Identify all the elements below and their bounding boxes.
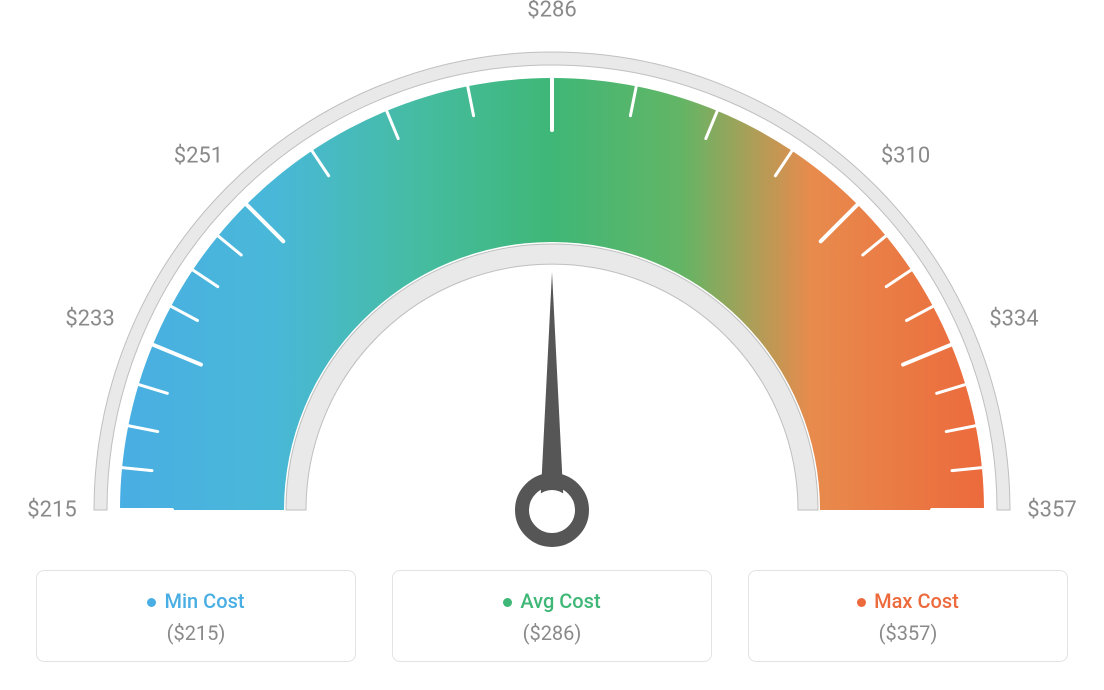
legend-max-label: Max Cost: [874, 589, 959, 613]
cost-gauge: $215 $233 $251 $286 $310 $334 $357: [0, 0, 1104, 560]
gauge-svg: [0, 0, 1104, 560]
dot-icon: [147, 598, 156, 607]
legend-avg-title: Avg Cost: [403, 589, 701, 613]
legend-row: Min Cost ($215) Avg Cost ($286) Max Cost…: [36, 570, 1068, 662]
gauge-tick-label: $286: [527, 0, 576, 23]
dot-icon: [857, 598, 866, 607]
legend-max-title: Max Cost: [759, 589, 1057, 613]
legend-min-label: Min Cost: [164, 589, 244, 613]
legend-card-max: Max Cost ($357): [748, 570, 1068, 662]
gauge-tick-label: $215: [27, 498, 76, 523]
legend-card-min: Min Cost ($215): [36, 570, 356, 662]
gauge-tick-label: $251: [174, 144, 223, 169]
legend-min-title: Min Cost: [47, 589, 345, 613]
gauge-tick-label: $334: [989, 306, 1038, 331]
legend-avg-label: Avg Cost: [520, 589, 600, 613]
legend-max-value: ($357): [759, 621, 1057, 645]
legend-card-avg: Avg Cost ($286): [392, 570, 712, 662]
gauge-tick-label: $310: [881, 144, 930, 169]
legend-avg-value: ($286): [403, 621, 701, 645]
gauge-tick-label: $233: [65, 306, 114, 331]
gauge-needle-hub-inner: [532, 490, 572, 530]
gauge-tick-label: $357: [1027, 498, 1076, 523]
dot-icon: [503, 598, 512, 607]
legend-min-value: ($215): [47, 621, 345, 645]
